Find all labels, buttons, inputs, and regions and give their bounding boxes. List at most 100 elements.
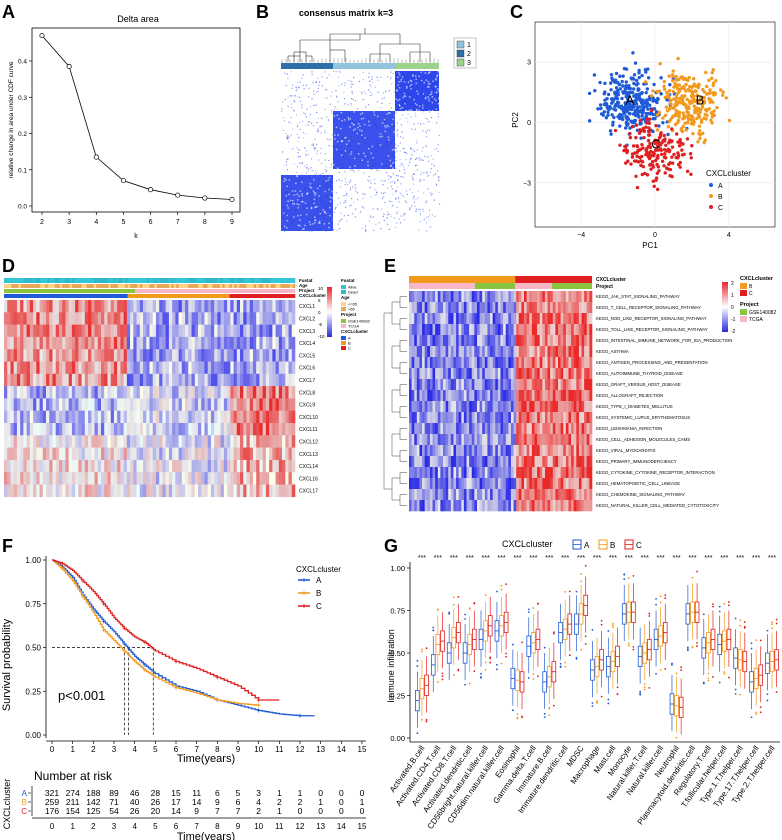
- panel-b-matrix-speckle: [370, 85, 372, 88]
- panel-d-heat-cell: [120, 472, 124, 485]
- panel-c-point-b: [666, 124, 671, 129]
- panel-d-annotation-cell: [127, 294, 131, 298]
- panel-d-heat-cell: [143, 336, 147, 350]
- panel-d-heat-cell: [220, 459, 225, 473]
- panel-b-matrix-speckle: [377, 209, 379, 211]
- panel-c-point-b: [698, 133, 702, 137]
- panel-e-heat-cell: [547, 313, 551, 325]
- panel-d-heat-cell: [46, 349, 50, 362]
- panel-b-block-speckle: [305, 213, 308, 216]
- panel-d-annotation-cell: [13, 289, 17, 293]
- panel-e-heat-cell: [442, 302, 446, 314]
- panel-b-block-speckle: [407, 81, 410, 83]
- panel-b-matrix-speckle: [414, 128, 417, 130]
- panel-e-heat-cell: [450, 324, 454, 336]
- panel-d-heat-cell: [75, 324, 79, 338]
- panel-c-point-a: [611, 78, 615, 82]
- panel-c-point-b: [686, 113, 690, 117]
- panel-b-block-speckle: [435, 99, 437, 102]
- panel-b-block-speckle: [429, 93, 431, 96]
- panel-b-matrix-speckle: [316, 121, 318, 124]
- panel-d-heat-cell: [39, 386, 44, 399]
- panel-b-matrix-speckle: [336, 204, 339, 206]
- panel-c-point-c: [649, 167, 653, 171]
- panel-d-heat-cell: [10, 484, 14, 498]
- panel-e-heat-cell: [505, 357, 509, 369]
- panel-b-matrix-speckle: [376, 101, 379, 103]
- panel-e-heat-cell: [531, 291, 535, 303]
- panel-b-block-speckle: [397, 76, 399, 79]
- panel-d-heat-cell: [175, 361, 179, 375]
- panel-d-annotation-cell: [292, 289, 296, 293]
- panel-e-heat-cell: [510, 412, 514, 424]
- panel-c-point-a: [629, 76, 633, 80]
- panel-a-x-tick-label: 2: [40, 219, 44, 226]
- panel-d-heat-cell: [278, 410, 283, 424]
- panel-b-matrix-speckle: [324, 153, 326, 155]
- panel-d-annotation-cell: [57, 289, 61, 293]
- panel-d-annotation-cell: [98, 289, 102, 293]
- panel-d-heat-cell: [20, 472, 24, 485]
- panel-d-annotation-cell: [18, 278, 22, 283]
- panel-d-heat-cell: [136, 386, 141, 399]
- panel-b-block-speckle: [334, 138, 336, 140]
- panel-b-matrix-speckle: [314, 147, 316, 149]
- panel-b-block-speckle: [329, 200, 332, 203]
- panel-d-heat-cell: [88, 447, 92, 461]
- panel-b-matrix-speckle: [336, 108, 339, 110]
- panel-d-heat-cell: [172, 423, 176, 436]
- panel-c-point-b: [658, 62, 662, 66]
- panel-e-heat-cell: [490, 390, 493, 402]
- panel-b-matrix-speckle: [396, 212, 398, 215]
- panel-d-heat-cell: [191, 459, 196, 473]
- panel-e-heat-cell: [516, 313, 520, 325]
- panel-d-heat-cell: [155, 435, 160, 448]
- panel-c-point-c: [654, 158, 658, 163]
- panel-b-matrix-speckle: [326, 77, 328, 79]
- panel-d-heat-cell: [146, 386, 150, 399]
- panel-d-legend-label: B: [348, 341, 351, 346]
- panel-c-point-c: [647, 121, 652, 125]
- panel-d-annotation-cell: [285, 278, 289, 283]
- panel-d-heat-cell: [107, 349, 111, 362]
- panel-d-heat-cell: [23, 336, 27, 350]
- panel-b-block-speckle: [392, 162, 394, 164]
- panel-b-block-speckle: [384, 130, 387, 133]
- panel-d-annotation-cell: [4, 289, 7, 293]
- panel-e-heat-cell: [442, 390, 446, 402]
- panel-e-heat-cell: [547, 291, 551, 303]
- panel-d-heat-cell: [291, 336, 296, 350]
- panel-d-annotation-cell: [214, 284, 218, 288]
- panel-d-heat-cell: [62, 423, 66, 436]
- panel-b-matrix-speckle: [291, 87, 293, 89]
- panel-e-heat-cell: [445, 390, 449, 402]
- panel-e-heat-cell: [479, 346, 483, 358]
- panel-d-heat-cell: [269, 472, 273, 485]
- panel-e-heat-cell: [414, 335, 418, 347]
- panel-d-heat-cell: [262, 336, 267, 350]
- panel-b-matrix-speckle: [312, 81, 314, 84]
- panel-d-heat-cell: [243, 484, 247, 498]
- panel-b-matrix-speckle: [383, 92, 385, 94]
- panel-e-heat-cell: [476, 324, 480, 336]
- panel-b-legend: 123: [453, 37, 477, 69]
- panel-b-matrix-speckle: [335, 71, 337, 73]
- panel-d-heat-cell: [130, 361, 134, 375]
- panel-c-point-b: [697, 115, 702, 119]
- panel-d-annotation-cell: [16, 294, 19, 298]
- panel-d-annotation-cell: [258, 284, 262, 288]
- panel-d-heat-cell: [49, 410, 53, 424]
- panel-e-heat-cell: [568, 379, 572, 391]
- panel-b-block-speckle: [301, 228, 304, 231]
- panel-d-heat-cell: [104, 423, 108, 436]
- panel-d-annotation-cell: [84, 289, 87, 293]
- panel-d-heat-cell: [113, 447, 118, 461]
- panel-e-heat-cell: [495, 324, 499, 336]
- panel-d-heat-cell: [146, 300, 150, 313]
- panel-e-heat-cell: [539, 401, 543, 413]
- panel-d-heat-cell: [104, 410, 108, 424]
- panel-b-matrix-speckle: [413, 195, 415, 197]
- panel-d-heat-cell: [194, 459, 199, 473]
- panel-d-heat-cell: [210, 459, 215, 473]
- panel-d-heat-cell: [188, 423, 192, 436]
